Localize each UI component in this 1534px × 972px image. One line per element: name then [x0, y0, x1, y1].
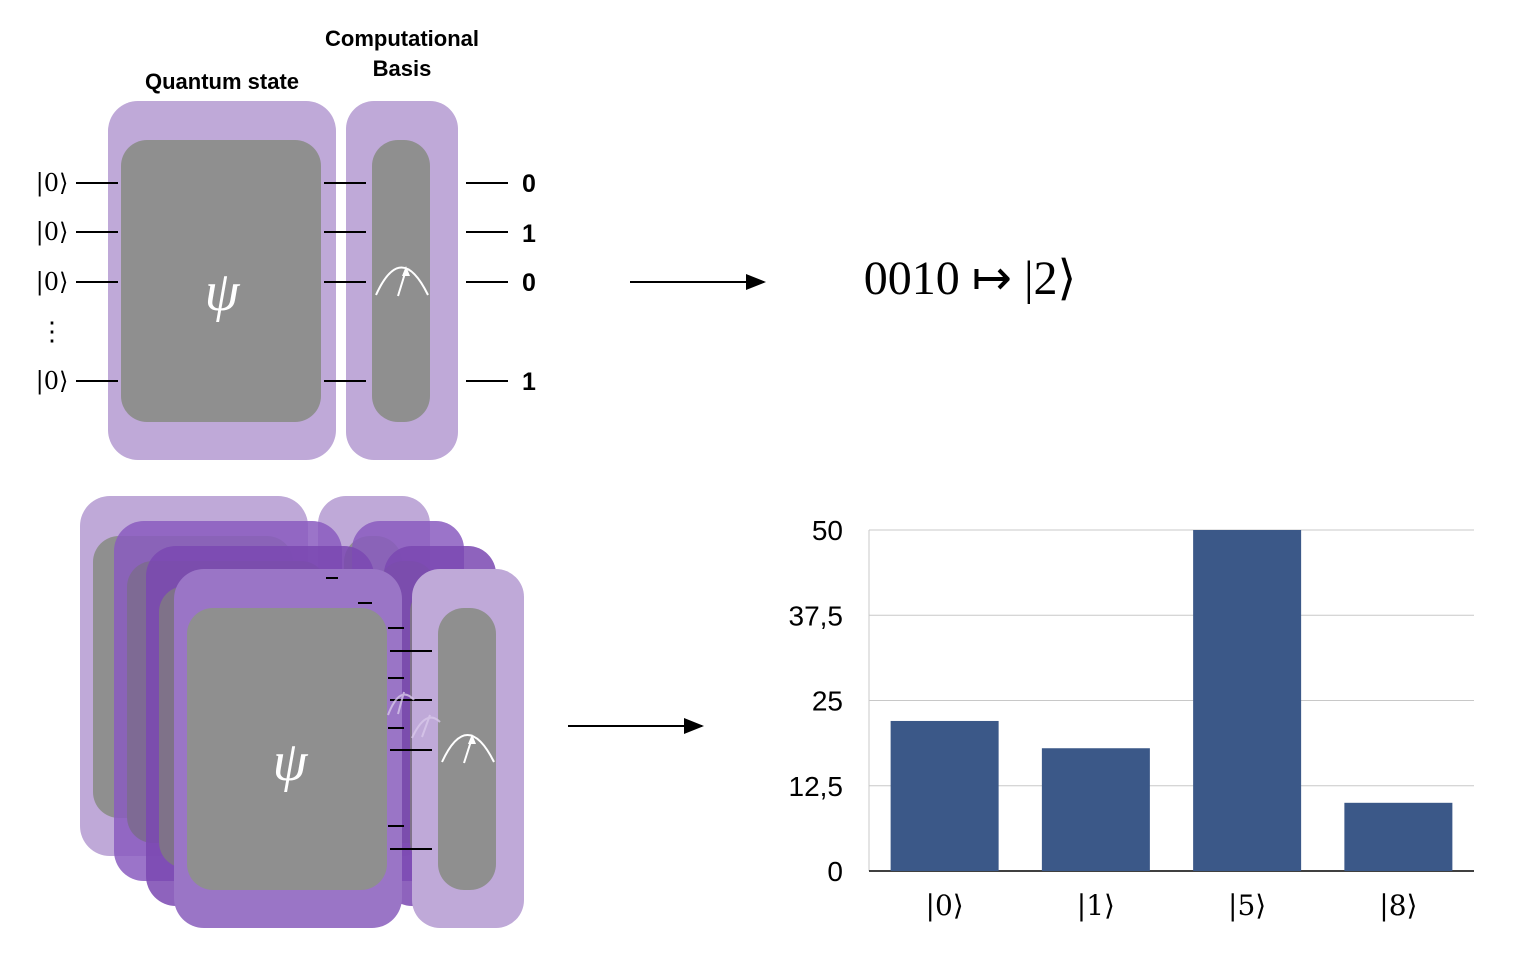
- computational-basis-label-line2: Basis: [373, 56, 432, 81]
- psi-symbol-stacked: ψ: [273, 731, 309, 793]
- input-ellipsis: ⋮: [39, 317, 65, 347]
- histogram-chart: 0 12,5 25 37,5 50 |0⟩ |1⟩ |5⟩ |8⟩: [789, 515, 1474, 922]
- input-ket-2: |0⟩: [36, 218, 69, 247]
- bar: [1041, 748, 1150, 871]
- circuit-wires: [76, 182, 508, 382]
- meter-icon: [375, 266, 429, 297]
- bar: [1193, 530, 1302, 871]
- stacked-circuits: [80, 496, 524, 928]
- input-ket-1: |0⟩: [36, 169, 69, 198]
- bar: [890, 720, 999, 871]
- bar: [1344, 802, 1453, 871]
- y-tick-label: 0: [827, 856, 843, 887]
- x-tick-label: |1⟩: [1077, 889, 1115, 922]
- y-tick-label: 12,5: [789, 771, 844, 802]
- output-bit-2: 1: [522, 220, 536, 248]
- quantum-state-box: [121, 140, 321, 422]
- computational-basis-label-line1: Computational: [325, 26, 479, 51]
- x-tick-label: |0⟩: [926, 889, 964, 922]
- mapping-text: 0010 ↦ |2⟩: [864, 252, 1077, 305]
- y-tick-label: 50: [812, 515, 843, 546]
- y-tick-label: 25: [812, 686, 843, 717]
- x-tick-label: |5⟩: [1228, 889, 1266, 922]
- psi-symbol: ψ: [205, 261, 241, 323]
- output-bit-1: 0: [522, 170, 536, 198]
- quantum-state-label: Quantum state: [145, 69, 299, 94]
- input-ket-4: |0⟩: [36, 367, 69, 396]
- output-bit-3: 0: [522, 269, 536, 297]
- x-tick-label: |8⟩: [1379, 889, 1417, 922]
- y-tick-label: 37,5: [789, 600, 844, 631]
- measurement-box: [372, 140, 430, 422]
- meter-icon-stacked: [441, 734, 495, 764]
- input-ket-3: |0⟩: [36, 268, 69, 297]
- output-bit-4: 1: [522, 368, 536, 396]
